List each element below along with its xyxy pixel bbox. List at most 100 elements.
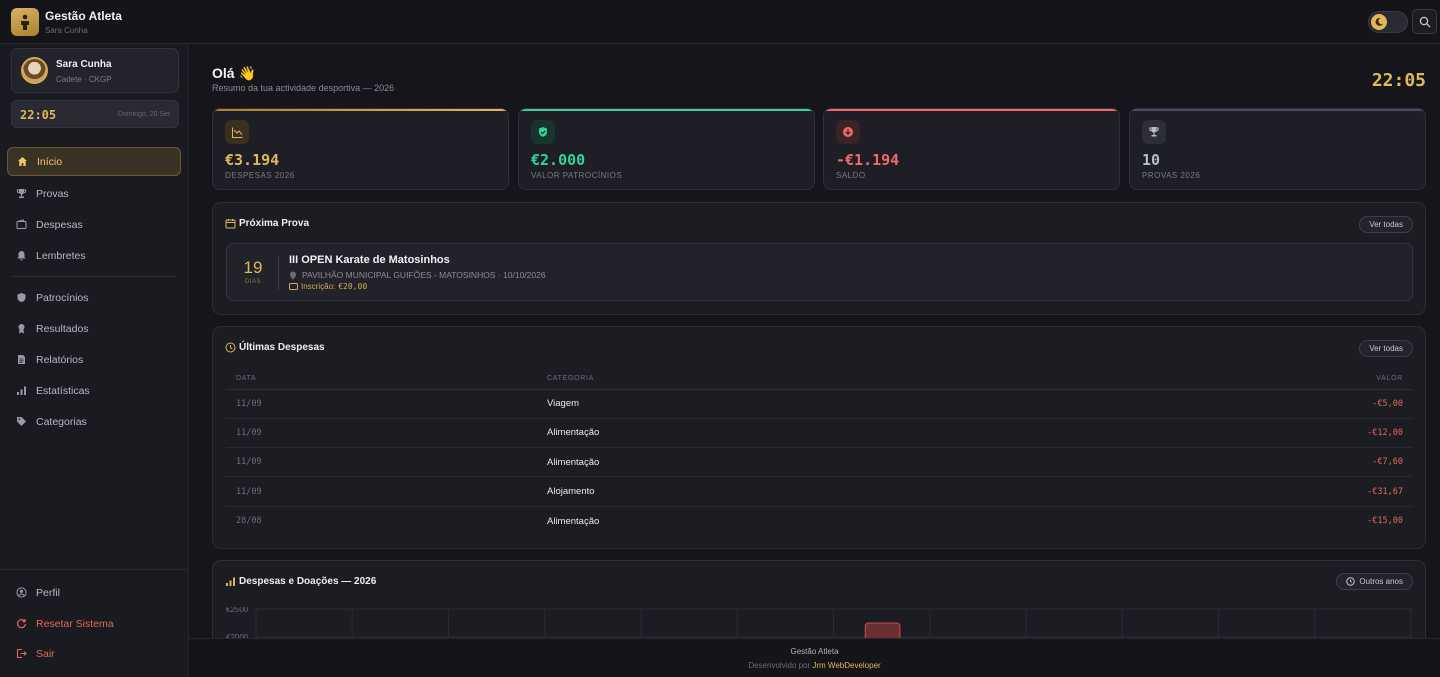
reset-icon [16,618,27,629]
expense-category: Viagem [537,389,1032,419]
trend-down-icon [225,120,249,144]
table-row[interactable]: 11/09 Alojamento -€31,67 [226,476,1413,507]
next-event-panel: Próxima Prova Ver todas 19 DIAS III OPEN… [212,202,1426,315]
app-user: Sara Cunha [45,26,88,35]
profile-name: Sara Cunha [56,59,112,70]
days-count: 19 [243,258,263,277]
app-logo[interactable] [11,8,39,36]
table-row[interactable]: 11/09 Alimentação -€12,00 [226,418,1413,449]
wallet-icon [16,219,27,230]
expense-value: -€5,00 [1031,389,1413,419]
stat-label: SALDO [836,171,866,180]
expense-date: 11/09 [226,389,537,419]
developer-link[interactable]: Jrm WebDeveloper [812,661,881,670]
profile-subtitle: Cadete · CKGP [56,75,112,84]
view-all-expenses-button[interactable]: Ver todas [1359,340,1413,357]
shield-icon [16,292,27,303]
sidebar-item-label: Início [37,155,63,168]
stat-label: DESPESAS 2026 [225,171,295,180]
tag-icon [16,416,27,427]
other-years-button[interactable]: Outros anos [1336,573,1413,590]
next-event-card[interactable]: 19 DIAS III OPEN Karate de Matosinhos PA… [226,243,1413,301]
trophy-icon [1142,120,1166,144]
shield-check-icon [531,120,555,144]
sidebar-item-label: Provas [36,187,69,200]
panel-title: Próxima Prova [225,218,309,229]
sidebar-item-perfil[interactable]: Perfil [7,578,181,607]
expense-category: Alimentação [537,447,1032,478]
expense-date: 28/08 [236,516,262,527]
stat-value: 10 [1142,151,1161,169]
expense-category: Alojamento [537,476,1032,507]
top-bar: Gestão Atleta Sara Cunha [0,0,1440,44]
theme-toggle[interactable] [1368,11,1408,33]
expense-date: 11/09 [226,476,537,507]
footer-credit: Desenvolvido por Jrm WebDeveloper [748,661,881,670]
sidebar-clock: 22:05 Domingo, 20 Set [11,100,179,128]
expenses-donations-chart-panel: Despesas e Doações — 2026 Outros anos €2… [212,560,1426,638]
expense-value: -€12,00 [1031,418,1413,449]
logout-button[interactable]: Sair [7,639,181,668]
ticket-icon [289,283,298,290]
footer-title: Gestão Atleta [790,647,839,656]
column-header: VALOR [1031,369,1413,390]
sidebar-item-label: Categorias [36,415,87,428]
stat-label: PROVAS 2026 [1142,171,1201,180]
sidebar-item-provas[interactable]: Provas [7,179,181,208]
view-all-events-button[interactable]: Ver todas [1359,216,1413,233]
sidebar-item-patrocinios[interactable]: Patrocínios [7,283,181,312]
sidebar-divider [12,276,176,277]
clock-time: 22:05 [20,108,57,122]
medal-icon [16,323,27,334]
sidebar-item-label: Sair [36,647,55,660]
sidebar-item-label: Relatórios [36,353,84,366]
sidebar-item-categorias[interactable]: Categorias [7,407,181,436]
sidebar-bottom-divider [0,569,189,570]
trophy-icon [16,188,27,199]
latest-expenses-panel: Últimas Despesas Ver todas DATA CATEGORI… [212,326,1426,549]
sidebar-item-despesas[interactable]: Despesas [7,210,181,239]
search-button[interactable] [1412,9,1437,34]
sidebar-item-label: Lembretes [36,249,86,262]
avatar [21,57,48,84]
clock-date: Domingo, 20 Set [117,111,170,118]
stat-value: €3.194 [225,151,280,169]
sidebar-item-label: Estatísticas [36,384,90,397]
sidebar-item-inicio[interactable]: Início [7,147,181,176]
expenses-table: DATA CATEGORIA VALOR 11/09 Viagem -€5,00… [226,369,1413,535]
moon-icon [1371,14,1387,30]
profile-card[interactable]: Sara Cunha Cadete · CKGP [11,48,179,93]
search-icon [1419,16,1430,27]
column-header: DATA [226,369,537,390]
sidebar-item-estatisticas[interactable]: Estatísticas [7,376,181,405]
stat-card-saldo[interactable]: -€1.194 SALDO [823,108,1120,190]
sidebar-item-label: Resetar Sistema [36,617,114,630]
calendar-icon [225,219,236,229]
bar-chart-icon [226,577,235,586]
days-label: DIAS [244,279,261,285]
column-header: CATEGORIA [537,369,1032,390]
table-row[interactable]: 28/08 Alimentação -€15,00 [226,506,1413,535]
footer: Gestão Atleta Desenvolvido por Jrm WebDe… [189,638,1440,677]
divider [278,256,279,290]
expense-date: 11/09 [226,418,537,449]
app-title: Gestão Atleta [45,9,122,23]
expense-value: -€7,60 [1031,447,1413,478]
bell-icon [16,250,27,261]
sidebar-item-relatorios[interactable]: Relatórios [7,345,181,374]
clock-icon [225,342,236,353]
stat-card-provas[interactable]: 10 PROVAS 2026 [1129,108,1426,190]
user-circle-icon [16,587,27,598]
stat-card-despesas[interactable]: €3.194 DESPESAS 2026 [212,108,509,190]
sidebar-item-lembretes[interactable]: Lembretes [7,241,181,270]
main-content: Olá 👋 Resumo da tua actividade desportiv… [189,44,1440,638]
person-icon [21,14,29,30]
sidebar-item-resultados[interactable]: Resultados [7,314,181,343]
reset-system-button[interactable]: Resetar Sistema [7,609,181,638]
sidebar-item-label: Resultados [36,322,89,335]
table-row[interactable]: 11/09 Alimentação -€7,60 [226,447,1413,478]
stat-card-patrocinios[interactable]: €2.000 VALOR PATROCÍNIOS [518,108,815,190]
table-row[interactable]: 11/09 Viagem -€5,00 [226,389,1413,419]
sidebar-item-label: Perfil [36,586,60,599]
expense-date: 11/09 [226,447,537,478]
